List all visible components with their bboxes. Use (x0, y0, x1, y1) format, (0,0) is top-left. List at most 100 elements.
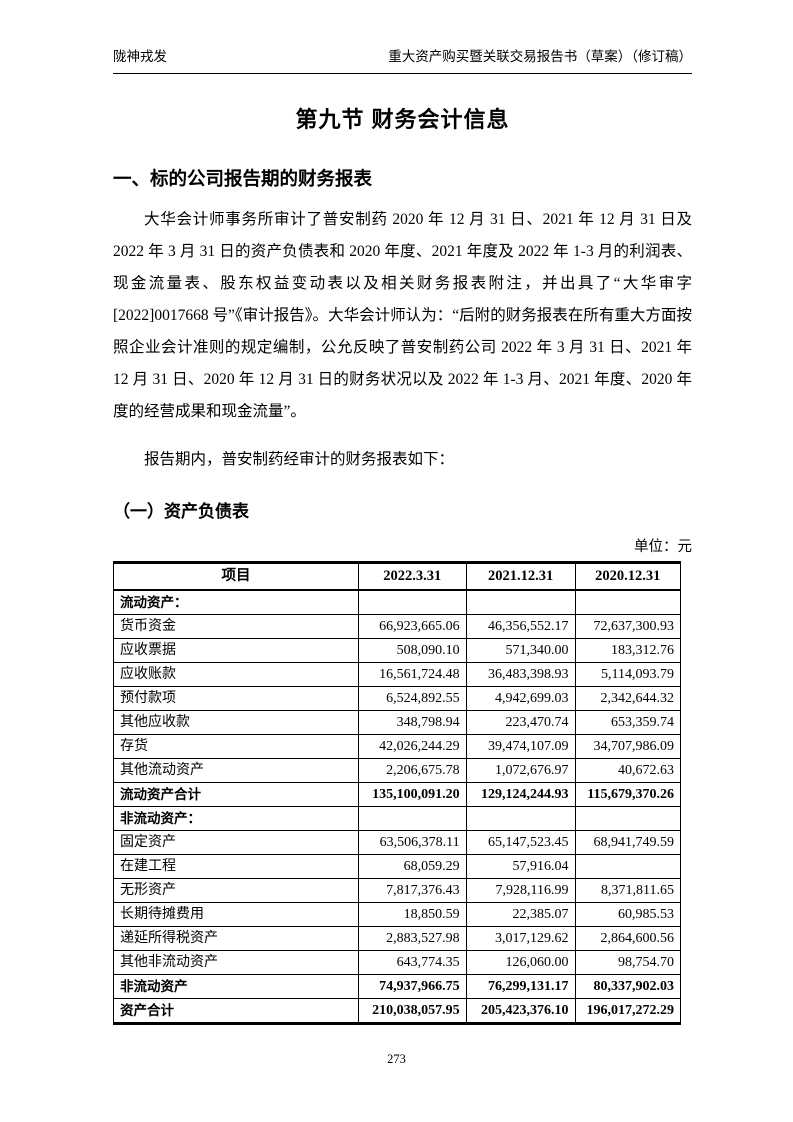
value-cell: 8,371,811.65 (574, 877, 682, 903)
chapter-title: 第九节 财务会计信息 (295, 107, 510, 132)
value-cell: 7,817,376.43 (357, 877, 467, 903)
item-cell: 长期待摊费用 (113, 901, 359, 927)
table-row: 长期待摊费用 18,850.59 22,385.07 60,985.53 (113, 901, 682, 927)
section-heading: 一、标的公司报告期的财务报表 (113, 168, 373, 189)
balance-sheet-table: 项目 2022.3.31 2021.12.31 2020.12.31 流动资产：… (113, 560, 682, 1025)
value-cell: 34,707,986.09 (574, 733, 682, 759)
item-cell: 资产合计 (113, 997, 359, 1024)
item-cell: 在建工程 (113, 853, 359, 879)
value-cell: 2,342,644.32 (574, 685, 682, 711)
table-row: 流动资产合计 135,100,091.20 129,124,244.93 115,67… (113, 781, 682, 807)
value-cell: 68,941,749.59 (574, 829, 682, 855)
value-cell: 18,850.59 (357, 901, 467, 927)
table-row: 非流动资产： (113, 805, 682, 831)
table-row: 预付款项 6,524,892.55 4,942,699.03 2,342,644.32 (113, 685, 682, 711)
table-row: 存货 42,026,244.29 39,474,107.09 34,707,986.0… (113, 733, 682, 759)
value-cell: 223,470.74 (465, 709, 576, 735)
value-cell: 76,299,131.17 (465, 973, 576, 999)
value-cell: 65,147,523.45 (465, 829, 576, 855)
value-cell: 57,916.04 (465, 853, 576, 879)
value-cell (574, 853, 682, 879)
header-report-title: 重大资产购买暨关联交易报告书（草案）（修订稿） (388, 49, 692, 64)
item-cell: 非流动资产： (113, 805, 359, 831)
table-row: 资产合计 210,038,057.95 205,423,376.10 196,017,… (113, 997, 682, 1024)
value-cell: 72,637,300.93 (574, 613, 682, 639)
value-cell: 115,679,370.26 (574, 781, 682, 807)
table-row: 固定资产 63,506,378.11 65,147,523.45 68,941,749… (113, 829, 682, 855)
balance-sheet-body: 流动资产： 货币资金 66,923,665.06 46,356,552.17 72,63… (113, 589, 682, 1024)
value-cell: 3,017,129.62 (465, 925, 576, 951)
value-cell: 183,312.76 (574, 637, 682, 663)
value-cell (465, 589, 576, 615)
value-cell: 2,864,600.56 (574, 925, 682, 951)
table-row: 其他非流动资产 643,774.35 126,060.00 98,754.70 (113, 949, 682, 975)
value-cell: 348,798.94 (357, 709, 467, 735)
column-header-2021: 2021.12.31 (465, 561, 576, 591)
value-cell (357, 805, 467, 831)
value-cell: 1,072,676.97 (465, 757, 576, 783)
item-cell: 货币资金 (113, 613, 359, 639)
value-cell: 4,942,699.03 (465, 685, 576, 711)
value-cell: 74,937,966.75 (357, 973, 467, 999)
item-cell: 应收账款 (113, 661, 359, 687)
value-cell: 571,340.00 (465, 637, 576, 663)
value-cell: 39,474,107.09 (465, 733, 576, 759)
value-cell: 135,100,091.20 (357, 781, 467, 807)
table-row: 流动资产： (113, 589, 682, 615)
value-cell (574, 589, 682, 615)
subsection-heading: （一）资产负债表 (113, 501, 249, 521)
value-cell: 653,359.74 (574, 709, 682, 735)
value-cell: 63,506,378.11 (357, 829, 467, 855)
column-header-2020: 2020.12.31 (574, 561, 682, 591)
table-row: 在建工程 68,059.29 57,916.04 (113, 853, 682, 879)
running-header: 陇神戎发 重大资产购买暨关联交易报告书（草案）（修订稿） (113, 47, 692, 74)
value-cell: 508,090.10 (357, 637, 467, 663)
value-cell (574, 805, 682, 831)
table-row: 其他流动资产 2,206,675.78 1,072,676.97 40,672.63 (113, 757, 682, 783)
audit-paragraph: 大华会计师事务所审计了普安制药 2020 年 12 月 31 日、2021 年 … (113, 211, 692, 420)
item-cell: 无形资产 (113, 877, 359, 903)
value-cell: 2,883,527.98 (357, 925, 467, 951)
table-row: 非流动资产 74,937,966.75 76,299,131.17 80,337,90… (113, 973, 682, 999)
item-cell: 流动资产： (113, 589, 359, 615)
table-row: 递延所得税资产 2,883,527.98 3,017,129.62 2,864,600… (113, 925, 682, 951)
value-cell: 98,754.70 (574, 949, 682, 975)
unit-label: 单位：元 (634, 538, 692, 555)
item-cell: 存货 (113, 733, 359, 759)
value-cell (357, 589, 467, 615)
value-cell: 5,114,093.79 (574, 661, 682, 687)
value-cell: 68,059.29 (357, 853, 467, 879)
item-cell: 其他非流动资产 (113, 949, 359, 975)
value-cell: 36,483,398.93 (465, 661, 576, 687)
value-cell: 126,060.00 (465, 949, 576, 975)
value-cell: 129,124,244.93 (465, 781, 576, 807)
page-number: 273 (387, 1052, 406, 1066)
header-company-name: 陇神戎发 (113, 49, 167, 64)
value-cell: 6,524,892.55 (357, 685, 467, 711)
value-cell: 205,423,376.10 (465, 997, 576, 1024)
value-cell: 196,017,272.29 (574, 997, 682, 1024)
intro-paragraph: 报告期内，普安制药经审计的财务报表如下： (144, 450, 455, 468)
column-header-2022: 2022.3.31 (357, 561, 467, 591)
value-cell: 2,206,675.78 (357, 757, 467, 783)
item-cell: 其他应收款 (113, 709, 359, 735)
item-cell: 流动资产合计 (113, 781, 359, 807)
table-header-row: 项目 2022.3.31 2021.12.31 2020.12.31 (113, 561, 682, 591)
value-cell: 40,672.63 (574, 757, 682, 783)
value-cell: 80,337,902.03 (574, 973, 682, 999)
table-row: 其他应收款 348,798.94 223,470.74 653,359.74 (113, 709, 682, 735)
value-cell: 46,356,552.17 (465, 613, 576, 639)
value-cell: 42,026,244.29 (357, 733, 467, 759)
value-cell: 66,923,665.06 (357, 613, 467, 639)
item-cell: 其他流动资产 (113, 757, 359, 783)
table-row: 货币资金 66,923,665.06 46,356,552.17 72,637,300… (113, 613, 682, 639)
value-cell: 60,985.53 (574, 901, 682, 927)
value-cell: 22,385.07 (465, 901, 576, 927)
table-row: 应收票据 508,090.10 571,340.00 183,312.76 (113, 637, 682, 663)
table-row: 无形资产 7,817,376.43 7,928,116.99 8,371,811.65 (113, 877, 682, 903)
item-cell: 非流动资产 (113, 973, 359, 999)
column-header-item: 项目 (113, 561, 359, 591)
value-cell: 643,774.35 (357, 949, 467, 975)
item-cell: 递延所得税资产 (113, 925, 359, 951)
